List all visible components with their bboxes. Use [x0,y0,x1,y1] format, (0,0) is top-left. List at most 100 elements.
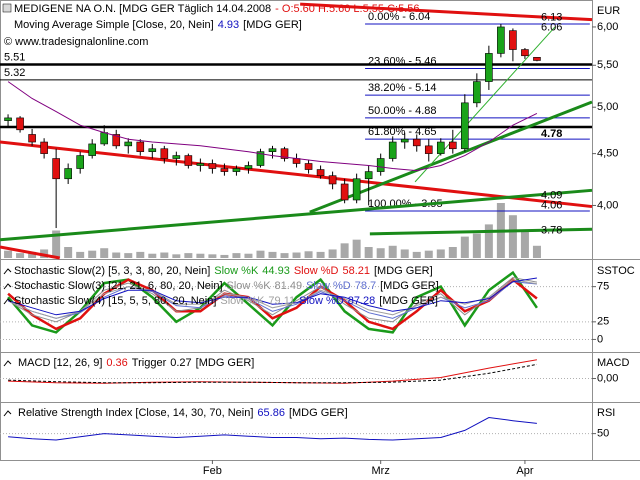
legend-icon [3,410,12,417]
volume-bar [268,251,277,258]
legend: Stochastic Slow(4) [15, 5, 5, 80, 20, Ne… [14,295,438,307]
fib-label: 61.80% - 4.65 [368,126,437,138]
legend-text: 0.36 [106,357,127,369]
legend-text: Slow %K [227,280,272,292]
legend-text: Slow %D [299,295,344,307]
legend-text: 58.21 [342,265,370,277]
legend-text: MEDIGENE NA O.N. [MDG GER Täglich 14.04.… [14,3,271,15]
legend-text: [MDG GER] [289,407,348,419]
candle-body [424,145,433,154]
candle-body [112,134,121,147]
candle-body [148,148,157,152]
candle-body [172,155,181,159]
volume-bar [304,251,313,258]
candle-body [436,141,445,154]
volume-bar [316,251,325,258]
candle-body [328,175,337,185]
candle-body [497,26,505,54]
volume-bar [280,253,289,258]
volume-bar [88,250,97,258]
level-label: 3.78 [541,224,562,236]
volume-bar [28,251,37,258]
volume-bar [484,224,493,258]
candle-body [376,158,385,172]
legend-text: 65.86 [257,407,285,419]
volume-bar [172,254,181,258]
volume-bar [352,239,361,258]
y-tick-label: 5,00 [597,101,618,113]
y-tick-label: 0,00 [597,372,618,384]
legend-text: [MDG GER] [379,295,438,307]
y-tick-label: 5,50 [597,59,618,71]
volume-bar [448,247,457,258]
volume-bar [52,230,61,258]
candle-body [220,168,229,172]
legend: MACD [12, 26, 9] 0.36 Trigger 0.27 [MDG GER] [18,357,254,369]
candle-body [485,53,493,82]
legend-text: [MDG GER] [196,357,255,369]
axis-label: SSTOC [597,265,635,277]
trend-line [414,26,556,183]
legend-text: 0.27 [170,357,191,369]
candle-body [28,134,36,143]
volume-bar [412,251,421,258]
volume-bar [292,252,301,258]
level-label: 5.32 [4,67,25,79]
legend: Moving Average Simple [Close, 20, Nein] 4… [14,19,302,31]
legend-icon [3,298,12,305]
volume-bar [64,247,73,258]
candle-body [244,165,253,169]
x-tick-label: Feb [203,465,222,477]
candle-body [52,158,60,180]
x-tick-label: Mrz [372,465,390,477]
volume-bar [184,253,193,258]
y-tick-label: 4,00 [597,199,618,211]
y-tick-label: 50 [597,428,609,440]
volume-bar [376,248,385,258]
level-label: 6.13 [541,11,562,23]
legend-text: Slow %D [294,265,339,277]
legend-text: [MDG GER] [374,265,433,277]
x-tick-label: Apr [516,465,533,477]
title: MEDIGENE NA O.N. [MDG GER Täglich 14.04.… [14,3,419,15]
legend-icon [2,3,12,13]
indicator-line [7,279,537,319]
volume-bar [148,253,157,258]
source: © www.tradesignalonline.com [4,36,148,48]
y-tick-label: 4,50 [597,148,618,160]
volume-bar [460,236,469,258]
volume-bar [100,248,109,258]
y-tick-label: 6,00 [597,21,618,33]
legend-text: [MDG GER] [243,19,302,31]
indicator-line [8,363,537,384]
volume-bar [16,253,25,258]
trend-line [369,227,593,236]
candle-body [16,117,24,131]
trend-line [0,140,593,209]
candle-body [208,163,217,169]
indicator-line [8,416,537,441]
axis-label: EUR [597,5,620,17]
y-tick-label: 75 [597,281,609,293]
legend-text: MACD [12, 26, 9] [18,357,102,369]
candle-body [268,148,277,152]
volume-bar [472,233,481,258]
candle-body [280,148,289,159]
volume-bar [244,253,253,258]
volume-bar [508,215,517,258]
volume-bar [112,252,121,258]
volume-bar [232,253,241,258]
legend-icon [3,283,12,290]
ma-line [7,81,538,172]
legend-text: - O:5.60 H:5.60 L:5.55 C:5.56 [275,3,419,15]
legend-text: 87.28 [348,295,376,307]
legend: Stochastic Slow(2) [5, 3, 3, 80, 20, Nei… [14,265,433,277]
legend-text: Relative Strength Index [Close, 14, 30, … [18,407,253,419]
candle-body [473,81,481,104]
volume-bar [388,245,397,258]
legend-text: 79.11 [268,295,295,307]
candle-body [304,163,313,170]
indicator-line [7,277,537,316]
legend-text: Stochastic Slow(4) [15, 5, 5, 80, 20, Ne… [14,295,216,307]
candle-body [509,30,517,50]
